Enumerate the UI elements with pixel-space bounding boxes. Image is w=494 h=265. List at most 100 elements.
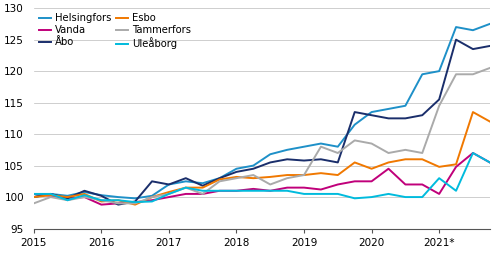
Helsingfors [470,29,476,32]
Helsingfors [65,194,71,197]
Uleåborg [250,189,256,192]
Helsingfors [385,107,391,111]
Vanda [385,167,391,170]
Uleåborg [65,199,71,202]
Esbo [48,194,54,197]
Tammerfors [115,202,121,205]
Åbo [301,159,307,162]
Vanda [115,202,121,205]
Åbo [487,44,493,47]
Tammerfors [82,196,87,199]
Helsingfors [98,194,104,197]
Helsingfors [149,194,155,197]
Esbo [132,203,138,206]
Åbo [98,194,104,197]
Åbo [403,117,409,120]
Line: Vanda: Vanda [34,153,490,205]
Vanda [132,201,138,204]
Helsingfors [31,196,37,199]
Esbo [250,176,256,180]
Helsingfors [301,145,307,148]
Helsingfors [82,191,87,194]
Tammerfors [166,192,172,196]
Uleåborg [166,192,172,196]
Åbo [183,176,189,180]
Åbo [48,192,54,196]
Tammerfors [234,176,240,180]
Esbo [115,199,121,202]
Esbo [65,196,71,199]
Line: Åbo: Åbo [34,40,490,205]
Esbo [335,174,341,177]
Tammerfors [318,145,324,148]
Uleåborg [149,200,155,203]
Esbo [470,111,476,114]
Uleåborg [234,189,240,192]
Esbo [149,196,155,199]
Tammerfors [301,174,307,177]
Uleåborg [318,192,324,196]
Vanda [453,165,459,169]
Helsingfors [318,142,324,145]
Åbo [200,184,206,187]
Vanda [335,183,341,186]
Line: Tammerfors: Tammerfors [34,68,490,203]
Vanda [166,196,172,199]
Uleåborg [115,199,121,202]
Vanda [98,203,104,206]
Helsingfors [419,73,425,76]
Uleåborg [369,196,374,199]
Tammerfors [335,151,341,154]
Uleåborg [470,151,476,154]
Helsingfors [335,145,341,148]
Åbo [453,38,459,41]
Vanda [250,187,256,191]
Esbo [82,192,87,196]
Åbo [318,158,324,161]
Tammerfors [65,199,71,202]
Esbo [216,178,222,181]
Vanda [48,194,54,197]
Tammerfors [48,196,54,199]
Tammerfors [200,192,206,196]
Esbo [301,174,307,177]
Uleåborg [419,196,425,199]
Vanda [234,189,240,192]
Uleåborg [385,192,391,196]
Uleåborg [453,189,459,192]
Vanda [352,180,358,183]
Tammerfors [419,151,425,154]
Åbo [250,167,256,170]
Uleåborg [284,189,290,192]
Line: Uleåborg: Uleåborg [34,153,490,202]
Uleåborg [403,196,409,199]
Uleåborg [98,199,104,202]
Tammerfors [284,176,290,180]
Tammerfors [216,180,222,183]
Vanda [267,189,273,192]
Uleåborg [200,189,206,192]
Helsingfors [200,182,206,185]
Åbo [267,161,273,164]
Helsingfors [183,180,189,183]
Tammerfors [183,186,189,189]
Esbo [31,196,37,199]
Esbo [487,120,493,123]
Uleåborg [487,161,493,164]
Uleåborg [82,194,87,197]
Helsingfors [216,176,222,180]
Uleåborg [267,189,273,192]
Esbo [369,167,374,170]
Uleåborg [132,201,138,204]
Helsingfors [234,167,240,170]
Vanda [369,180,374,183]
Åbo [436,98,442,101]
Vanda [487,161,493,164]
Åbo [166,183,172,186]
Esbo [98,200,104,203]
Helsingfors [487,22,493,25]
Tammerfors [436,104,442,107]
Vanda [419,183,425,186]
Tammerfors [250,174,256,177]
Legend: Helsingfors, Vanda, Åbo, Esbo, Tammerfors, Uleåborg: Helsingfors, Vanda, Åbo, Esbo, Tammerfor… [37,11,193,51]
